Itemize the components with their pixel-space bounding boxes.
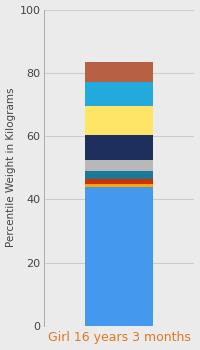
Bar (85, 106, 153, 134)
Bar (85, 134, 153, 160)
Bar (85, 179, 153, 183)
Y-axis label: Percentile Weight in Kilograms: Percentile Weight in Kilograms (6, 88, 16, 247)
Bar (85, 171, 153, 179)
Bar (85, 160, 153, 171)
Bar (85, 62, 153, 82)
Bar (85, 187, 153, 326)
Bar (85, 183, 153, 187)
Bar (85, 82, 153, 106)
